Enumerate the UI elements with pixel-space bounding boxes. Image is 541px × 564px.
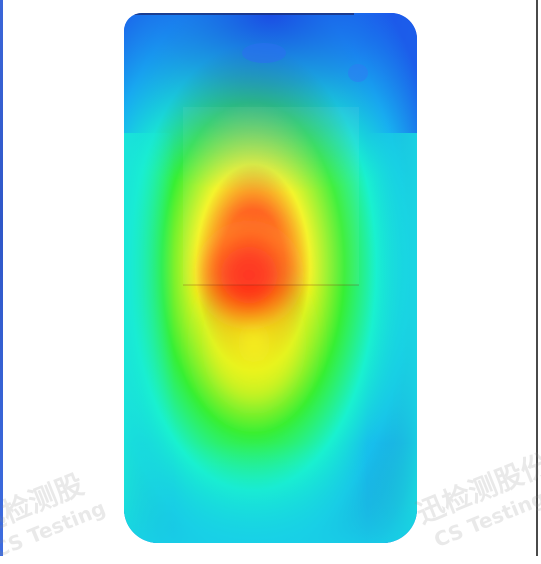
watermark-chinese: 迅检测股	[0, 467, 89, 541]
thermal-heatmap	[124, 13, 417, 543]
watermark-right: 迅检测股份 CS Testing L	[410, 441, 541, 554]
right-border-line	[536, 0, 538, 556]
thermal-heatmap-svg	[124, 13, 417, 543]
watermark-english: CS Testing	[0, 495, 109, 563]
cool-bottom-zone	[124, 443, 417, 543]
top-sensor-feature	[348, 64, 368, 82]
inner-panel-overlay	[183, 107, 359, 285]
left-edge-strip	[0, 0, 3, 556]
top-camera-feature	[242, 43, 286, 63]
watermark-english-right: CS Testing L	[430, 478, 541, 553]
hotspot-core	[189, 215, 309, 335]
watermark-left: 迅检测股 CS Testing	[0, 459, 109, 564]
watermark-chinese-right: 迅检测股份	[411, 447, 541, 531]
